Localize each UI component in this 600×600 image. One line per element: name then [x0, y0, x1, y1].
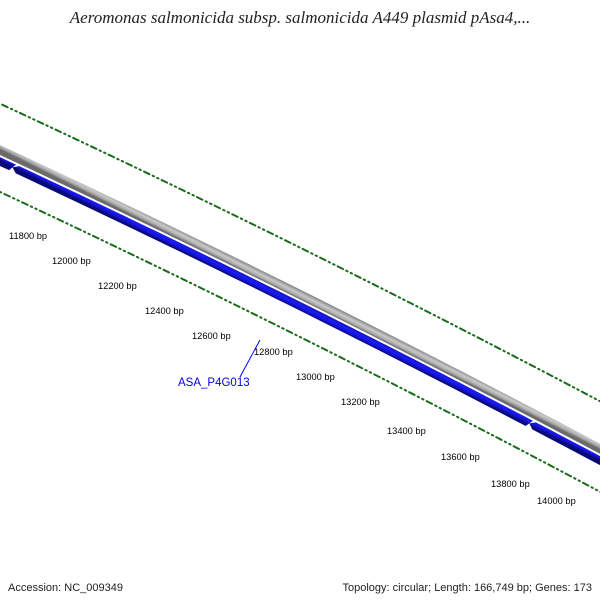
svg-text:13800 bp: 13800 bp — [491, 479, 530, 489]
svg-text:12600 bp: 12600 bp — [192, 331, 231, 341]
svg-text:12000 bp: 12000 bp — [52, 256, 91, 266]
svg-text:12800 bp: 12800 bp — [254, 347, 293, 357]
svg-text:12400 bp: 12400 bp — [145, 306, 184, 316]
svg-text:ASA_P4G013: ASA_P4G013 — [178, 377, 250, 389]
svg-text:13200 bp: 13200 bp — [341, 397, 380, 407]
svg-text:11800 bp: 11800 bp — [9, 231, 47, 241]
svg-text:13000 bp: 13000 bp — [296, 372, 335, 382]
svg-text:13400 bp: 13400 bp — [387, 426, 426, 436]
svg-text:12200 bp: 12200 bp — [98, 281, 137, 291]
svg-text:13600 bp: 13600 bp — [441, 452, 480, 462]
svg-text:14000 bp: 14000 bp — [537, 496, 576, 506]
